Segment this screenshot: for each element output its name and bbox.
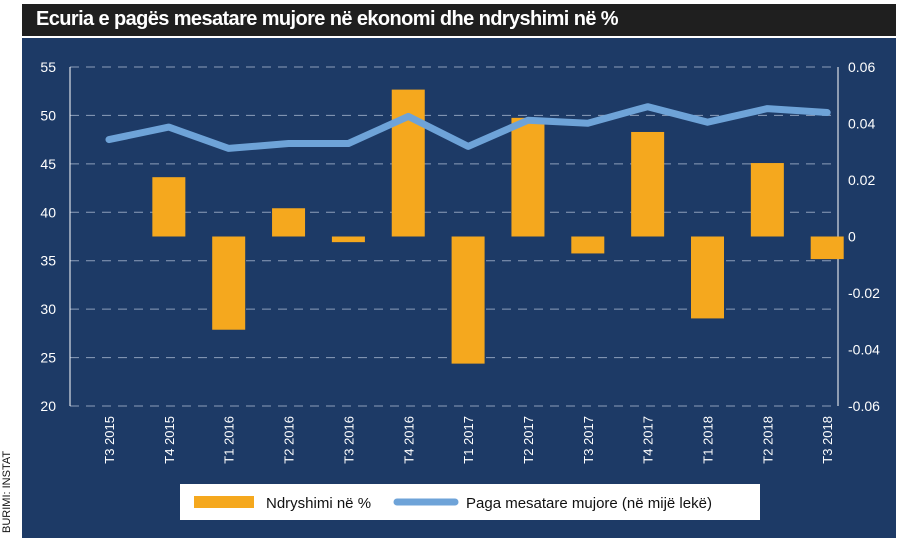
y-right-tick-label: 0.06 [848,59,875,75]
bar [571,236,605,254]
bar [331,236,365,243]
wage-point [466,144,471,149]
wage-point [166,125,171,130]
bar [691,236,724,319]
x-tick-label: T3 2016 [341,416,356,464]
x-tick-label: T3 2017 [581,416,596,464]
y-left-tick-label: 50 [40,107,56,123]
x-tick-label: T4 2016 [401,416,416,464]
y-right-tick-label: -0.02 [848,285,880,301]
wage-point [585,121,590,126]
wage-point [765,106,770,111]
y-right-tick-label: -0.04 [848,342,880,358]
chart-svg: 20 25 30 35 40 45 50 55 -0.06 -0.04 -0.02 0 0.02 0.04… [40,59,880,520]
y-left-tick-label: 40 [40,204,56,220]
bar [212,236,246,330]
bar [152,177,186,237]
bar [750,163,784,237]
wage-point [286,141,291,146]
bar [391,89,425,237]
legend-box [180,484,760,520]
y-left-tick-label: 35 [40,253,56,269]
x-tick-label: T4 2017 [641,416,656,464]
legend-bar-label: Ndryshimi në % [266,495,371,512]
y-right-tick-label: -0.06 [848,398,880,414]
bar [272,208,306,237]
x-tick-label: T1 2016 [222,416,237,464]
y-left-tick-label: 55 [40,59,56,75]
y-left-tick-label: 25 [40,350,56,366]
wage-point [645,104,650,109]
y-left-tick-label: 30 [40,301,56,317]
wage-point [226,146,231,151]
x-tick-label: T3 2018 [820,416,835,464]
chart-title-bar: Ecuria e pagës mesatare mujore në ekonom… [22,4,896,36]
wage-line [105,103,831,152]
label-layer: 20 25 30 35 40 45 50 55 -0.06 -0.04 -0.02 0 0.02 0.04… [40,59,880,464]
y-left-tick-label: 20 [40,398,56,414]
bar [511,117,545,237]
y-right-tick-label: 0.04 [848,116,875,132]
source-note: BURIMI: INSTAT [1,450,13,533]
x-tick-label: T2 2016 [282,416,297,464]
line-layer [105,103,831,152]
y-right-tick-label: 0 [848,229,856,245]
legend-line-label: Paga mesatare mujore (në mijë lekë) [466,495,712,512]
bar [451,236,485,364]
wage-point [346,141,351,146]
bar-layer [152,89,844,364]
y-right-tick-label: 0.02 [848,172,875,188]
wage-point [525,118,530,123]
x-tick-label: T1 2017 [461,416,476,464]
legend-bar-swatch [194,496,254,508]
wage-point [406,114,411,119]
x-tick-label: T2 2017 [521,416,536,464]
wage-point [825,110,830,115]
chart-title: Ecuria e pagës mesatare mujore në ekonom… [36,8,619,30]
bar [810,236,844,260]
legend: Ndryshimi në % Paga mesatare mujore (në m… [180,484,760,520]
wage-point [107,137,111,142]
x-tick-label: T2 2018 [760,416,775,464]
x-tick-label: T3 2015 [102,416,117,464]
x-tick-label: T4 2015 [162,416,177,464]
bar [631,131,665,237]
chart-panel: 20 25 30 35 40 45 50 55 -0.06 -0.04 -0.02 0 0.02 0.04… [22,38,896,538]
y-left-tick-label: 45 [40,156,56,172]
wage-point [705,120,710,125]
x-tick-label: T1 2018 [701,416,716,464]
